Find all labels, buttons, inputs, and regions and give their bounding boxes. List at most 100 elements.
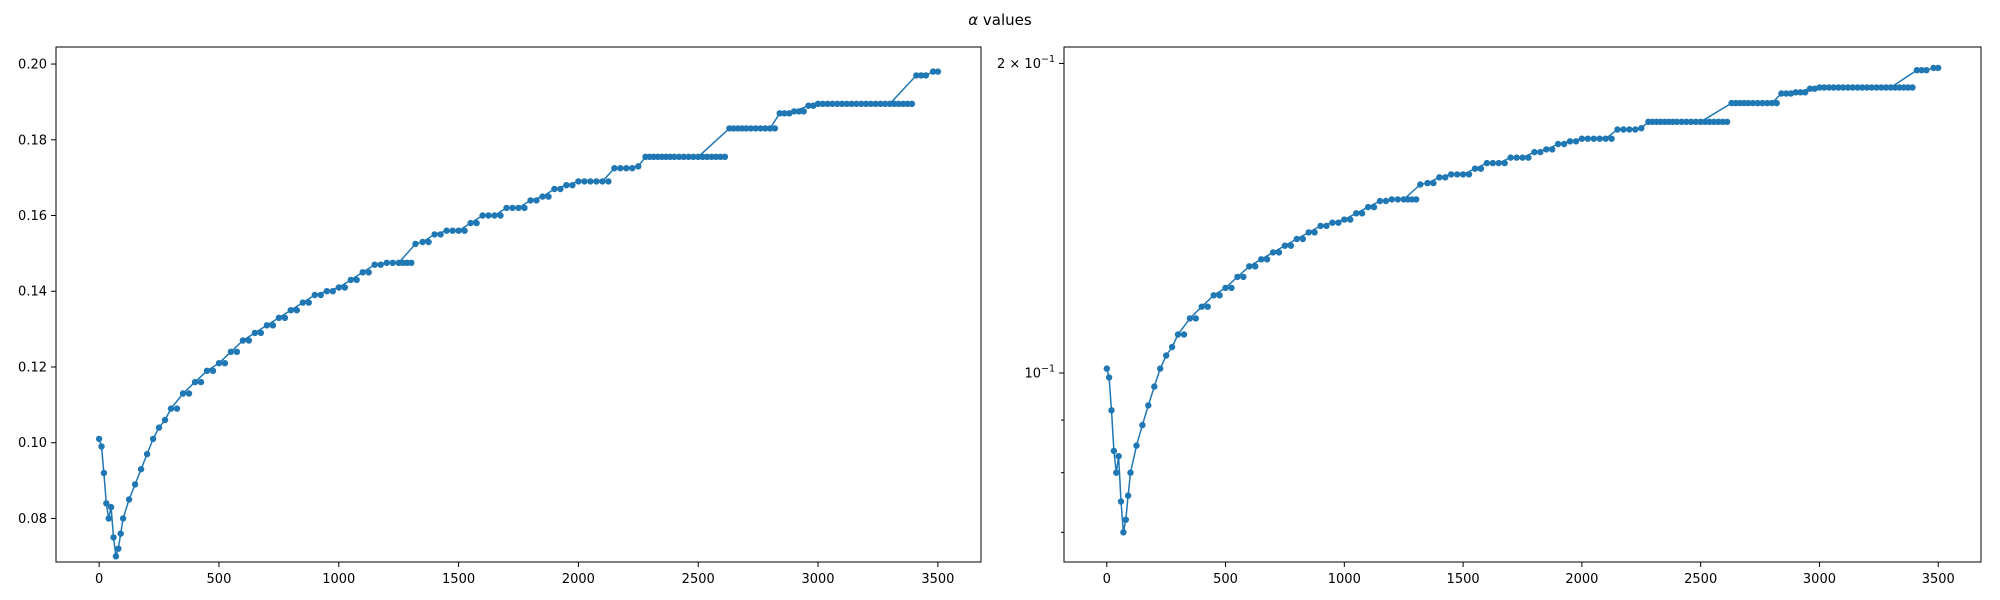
data-point bbox=[1602, 135, 1609, 142]
data-point bbox=[1830, 84, 1837, 91]
data-point bbox=[1632, 126, 1639, 133]
data-point bbox=[233, 348, 241, 355]
data-point bbox=[1382, 197, 1390, 205]
data-point bbox=[1113, 469, 1120, 476]
data-point bbox=[1501, 159, 1508, 167]
data-point bbox=[904, 100, 911, 108]
data-point bbox=[1311, 229, 1318, 236]
data-point bbox=[131, 481, 139, 488]
x-tick-label: 3500 bbox=[921, 572, 954, 587]
data-point bbox=[1840, 84, 1847, 91]
data-point bbox=[509, 204, 516, 212]
y-tick-label: 0.14 bbox=[18, 285, 47, 300]
data-point bbox=[1783, 90, 1790, 97]
data-point bbox=[838, 100, 846, 108]
data-point bbox=[341, 284, 348, 291]
data-point bbox=[1896, 84, 1903, 91]
data-point bbox=[551, 185, 558, 193]
data-point bbox=[635, 163, 642, 170]
data-point bbox=[1117, 498, 1125, 505]
data-point bbox=[1683, 118, 1690, 126]
x-tick-label: 2500 bbox=[682, 572, 715, 587]
data-point bbox=[1222, 284, 1229, 292]
data-point bbox=[848, 100, 855, 108]
data-point bbox=[209, 367, 217, 374]
data-point bbox=[383, 259, 390, 266]
x-tick-label: 500 bbox=[207, 572, 232, 587]
data-point bbox=[699, 153, 706, 160]
data-point bbox=[1719, 118, 1726, 126]
data-point bbox=[786, 110, 793, 117]
data-point bbox=[293, 307, 300, 314]
data-point bbox=[1246, 263, 1253, 270]
data-point bbox=[762, 125, 769, 132]
data-point bbox=[389, 259, 396, 266]
data-point bbox=[1417, 181, 1424, 188]
data-point bbox=[1768, 99, 1776, 107]
data-point bbox=[872, 100, 879, 108]
data-point bbox=[1882, 84, 1890, 91]
data-point bbox=[703, 153, 711, 160]
data-point bbox=[834, 100, 841, 108]
data-point bbox=[1115, 453, 1122, 460]
data-point bbox=[1275, 249, 1283, 256]
data-point bbox=[1554, 140, 1562, 148]
data-point bbox=[365, 269, 372, 276]
data-point bbox=[98, 443, 105, 450]
data-point bbox=[1459, 171, 1467, 178]
data-point bbox=[1854, 84, 1861, 91]
data-point bbox=[281, 314, 289, 321]
data-point bbox=[695, 153, 702, 160]
data-point bbox=[1608, 135, 1615, 142]
data-point bbox=[1913, 67, 1921, 74]
data-point bbox=[800, 108, 807, 115]
data-point bbox=[1358, 210, 1366, 217]
data-point bbox=[1448, 171, 1455, 178]
data-point bbox=[1537, 148, 1544, 156]
data-point bbox=[1127, 469, 1134, 476]
data-point bbox=[1863, 84, 1871, 91]
data-point bbox=[105, 515, 112, 522]
data-point bbox=[299, 299, 306, 306]
data-point bbox=[557, 185, 564, 193]
x-tick-label: 1500 bbox=[1447, 572, 1480, 587]
y-tick-label: 0.10 bbox=[18, 436, 47, 451]
data-point bbox=[824, 100, 831, 108]
data-point bbox=[569, 182, 576, 189]
data-point bbox=[1269, 249, 1277, 256]
data-point bbox=[747, 125, 755, 132]
data-point bbox=[891, 100, 898, 108]
data-point bbox=[1797, 89, 1804, 96]
data-point bbox=[1174, 331, 1182, 338]
data-point bbox=[671, 153, 678, 160]
x-tick-label: 0 bbox=[95, 572, 103, 587]
data-point bbox=[1745, 99, 1752, 107]
data-point bbox=[1287, 242, 1295, 249]
x-tick-label: 500 bbox=[1213, 572, 1238, 587]
data-point bbox=[347, 276, 354, 284]
data-point bbox=[1531, 148, 1538, 156]
data-point bbox=[1133, 442, 1140, 449]
data-point bbox=[913, 72, 920, 79]
data-point bbox=[757, 125, 764, 132]
data-point bbox=[858, 100, 865, 108]
data-point bbox=[107, 503, 115, 511]
data-point bbox=[143, 450, 151, 458]
data-point bbox=[329, 288, 336, 295]
data-point bbox=[1103, 365, 1111, 372]
data-point bbox=[1816, 84, 1823, 91]
data-point bbox=[1216, 292, 1223, 299]
data-point bbox=[1139, 421, 1146, 429]
data-point bbox=[1868, 84, 1875, 91]
y-tick-label: 2 × 10−1 bbox=[997, 54, 1055, 72]
data-point bbox=[1394, 196, 1402, 203]
linear-scale-panel: 0 500 1000 1500 2000 2500 3000 3500 0.08 0.10 0.12… bbox=[18, 46, 982, 587]
data-point bbox=[1710, 118, 1718, 126]
data-point bbox=[886, 100, 894, 108]
data-point bbox=[263, 322, 271, 329]
data-point bbox=[1697, 118, 1704, 126]
data-point bbox=[100, 469, 108, 477]
log-scale-panel: 0 500 1000 1500 2000 2500 3000 3500 10−1 2 × 10−1 bbox=[997, 46, 1982, 587]
data-point bbox=[479, 212, 486, 219]
